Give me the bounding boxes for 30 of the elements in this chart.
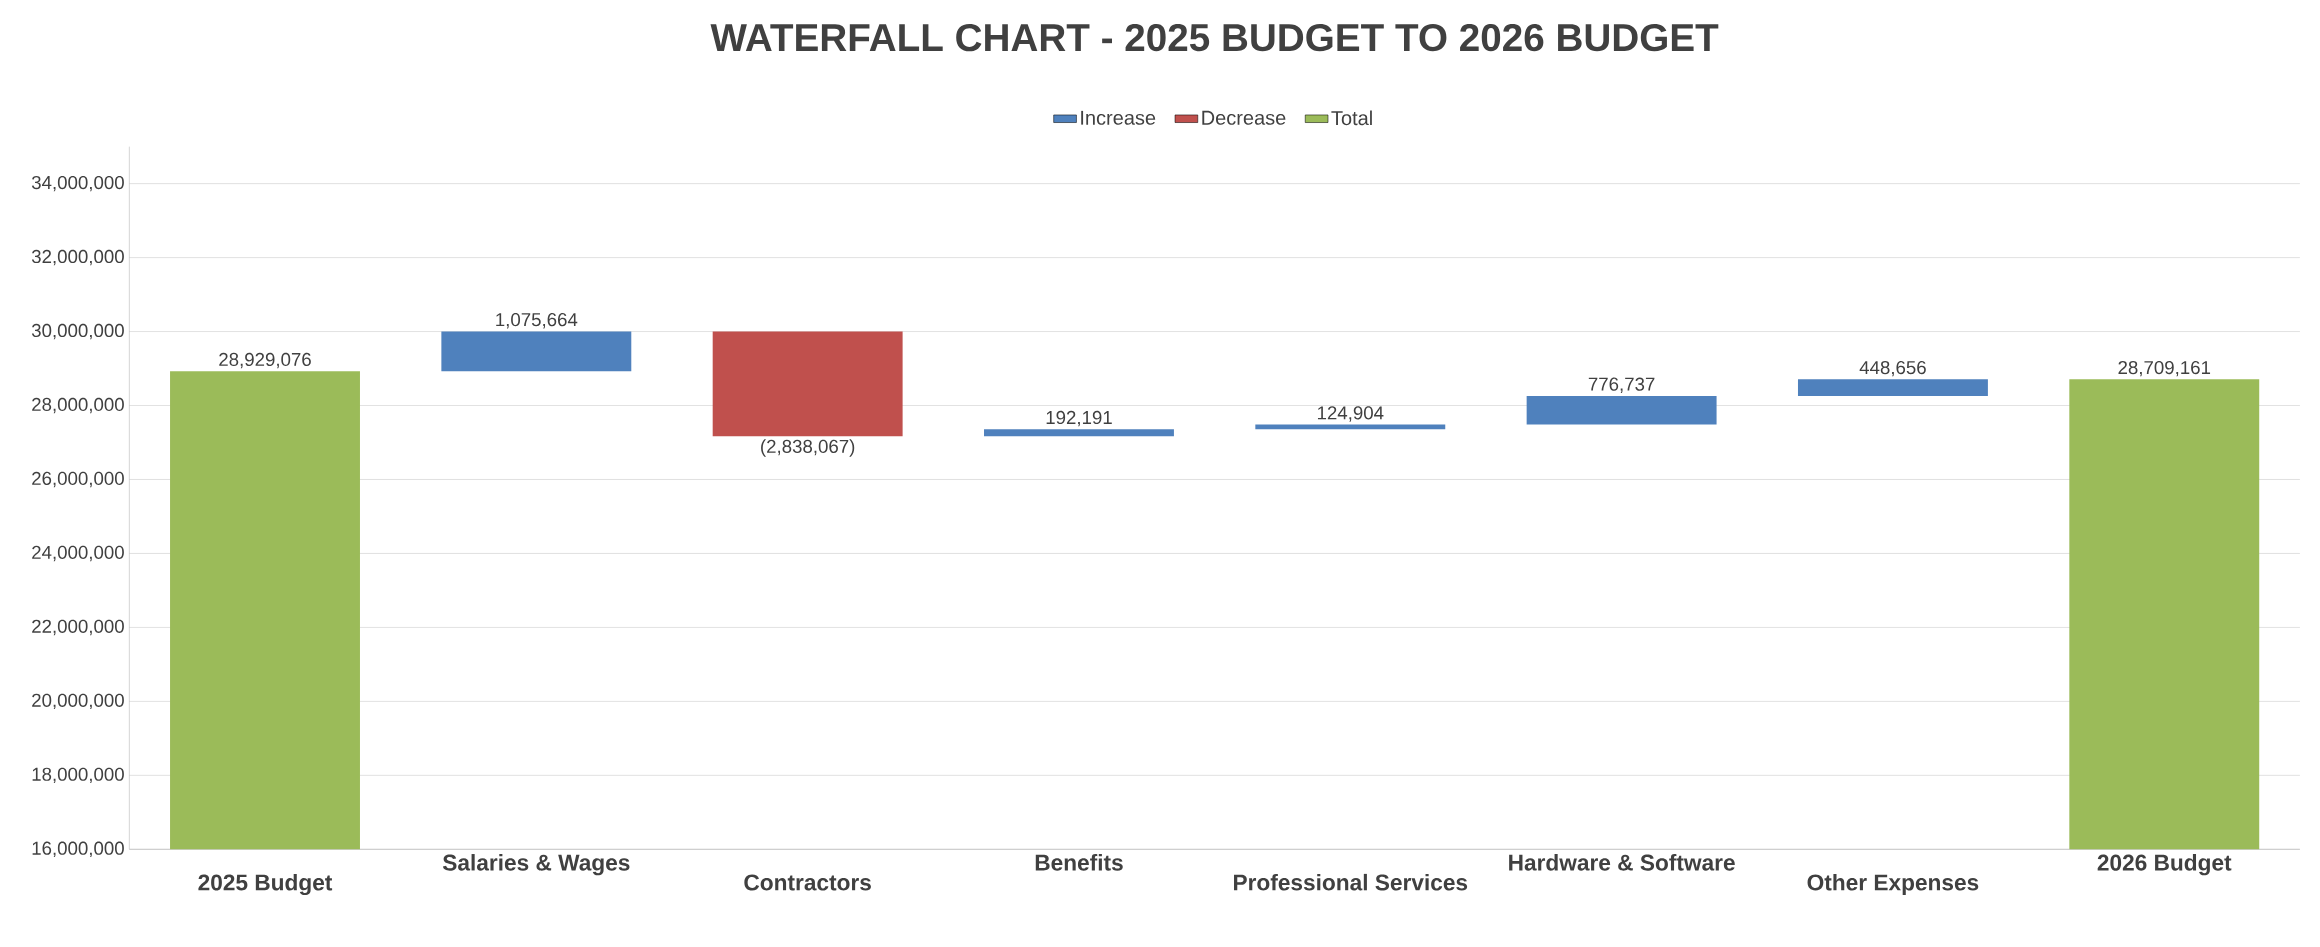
legend-label: Total — [1331, 110, 1372, 126]
y-tick-label: 32,000,000 — [31, 250, 124, 266]
y-tick-label: 20,000,000 — [32, 693, 124, 710]
y-tick-label: 26,000,000 — [32, 471, 124, 488]
y-tick-label: 28,000,000 — [32, 397, 124, 414]
data-label: 28,709,161 — [2118, 361, 2211, 377]
y-tick-label: 22,000,000 — [32, 619, 124, 636]
y-tick-label: 34,000,000 — [31, 176, 124, 192]
data-label: 28,929,076 — [219, 352, 311, 369]
data-label: 1,075,664 — [496, 313, 578, 329]
chart-title: WATERFALL CHART - 2025 BUDGET TO 2026 BUDGET — [710, 24, 1719, 52]
y-tick-label: 30,000,000 — [31, 324, 124, 340]
x-tick-label: Salaries & Wages — [442, 854, 630, 876]
data-label: 776,737 — [1588, 377, 1655, 394]
data-label: 448,656 — [1859, 361, 1926, 377]
y-tick-label: 18,000,000 — [32, 767, 124, 784]
x-tick-label: Benefits — [1035, 854, 1123, 871]
legend-label: Increase — [1081, 111, 1156, 125]
x-tick-label: Hardware & Software — [1509, 854, 1735, 871]
y-tick-label: 16,000,000 — [32, 841, 124, 858]
x-tick-label: 2026 Budget — [2097, 854, 2232, 876]
x-tick-label: 2025 Budget — [198, 874, 333, 896]
data-label: (2,838,067) — [761, 439, 855, 457]
x-tick-label: Other Expenses — [1807, 874, 1979, 896]
x-tick-label: Professional Services — [1234, 874, 1468, 891]
data-label: 124,904 — [1317, 406, 1384, 422]
data-label: 192,191 — [1046, 411, 1112, 427]
legend-label: Decrease — [1202, 111, 1286, 125]
y-tick-label: 24,000,000 — [32, 545, 124, 562]
x-tick-label: Contractors — [744, 874, 871, 891]
